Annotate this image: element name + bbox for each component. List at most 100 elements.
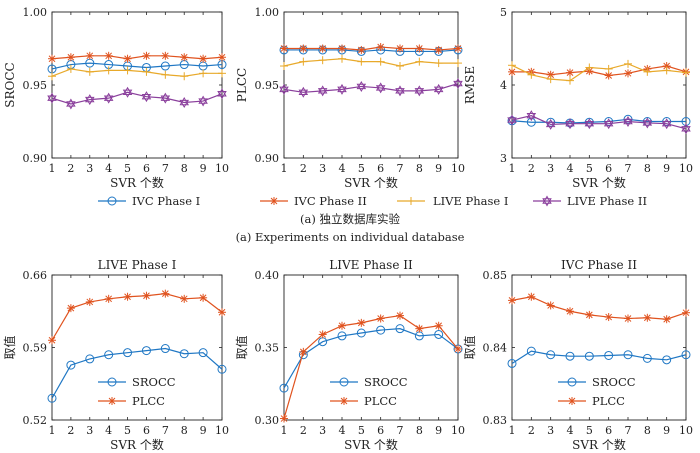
legend-marker-ivc-phase-1-symbol bbox=[107, 196, 117, 206]
data-point-live-phase-i bbox=[454, 59, 462, 68]
panel-title: LIVE Phase I bbox=[98, 258, 177, 272]
x-tick-label: 2 bbox=[67, 162, 74, 175]
data-point-plcc bbox=[142, 291, 151, 300]
data-point-srocc bbox=[546, 350, 556, 360]
x-tick-label: 7 bbox=[625, 162, 632, 175]
panel-title: LIVE Phase II bbox=[329, 258, 413, 272]
data-point-plcc bbox=[199, 293, 208, 302]
x-tick-label: 10 bbox=[451, 162, 465, 175]
data-point-ivc-phase-ii bbox=[338, 44, 346, 53]
x-tick-label: 8 bbox=[416, 162, 423, 175]
data-point-ivc-phase-ii bbox=[454, 44, 462, 53]
x-tick-label: 10 bbox=[451, 424, 465, 437]
x-tick-label: 6 bbox=[143, 424, 150, 437]
data-point-ivc-phase-ii bbox=[199, 54, 208, 63]
x-tick-label: 8 bbox=[181, 424, 188, 437]
x-axis-label: SVR 个数 bbox=[344, 175, 398, 190]
series-live-phase-ii bbox=[279, 78, 463, 98]
x-tick-label: 1 bbox=[509, 424, 516, 437]
data-point-plcc bbox=[434, 321, 443, 330]
data-point-ivc-phase-ii bbox=[376, 43, 385, 52]
data-point-plcc bbox=[585, 310, 594, 319]
series-line-live-phase-ii bbox=[51, 91, 223, 105]
data-point-plcc bbox=[48, 336, 56, 345]
data-point-live-phase-ii bbox=[337, 83, 347, 95]
series-live-phase-ii bbox=[47, 86, 227, 110]
data-point-plcc bbox=[104, 294, 113, 303]
chart-panel-2: 1 2 3 4 5 6 7 8 9 10 0.90 0.95 1.00 SVR 个数 PLCC bbox=[235, 6, 465, 190]
x-tick-label: 4 bbox=[339, 162, 346, 175]
data-point-srocc bbox=[198, 348, 208, 358]
data-point-ivc-phase-ii bbox=[299, 44, 308, 53]
series-live-phase-i bbox=[508, 59, 690, 85]
data-point-plcc bbox=[376, 314, 385, 323]
data-point-live-phase-i bbox=[104, 66, 113, 75]
data-point-live-phase-ii bbox=[279, 83, 289, 95]
series-plcc bbox=[280, 311, 462, 423]
data-point-live-phase-ii bbox=[103, 92, 114, 104]
x-tick-label: 4 bbox=[567, 424, 574, 437]
data-point-srocc bbox=[604, 350, 614, 360]
y-tick-label: 0.35 bbox=[255, 342, 280, 355]
data-point-srocc bbox=[565, 351, 575, 361]
x-tick-label: 10 bbox=[679, 424, 693, 437]
y-axis-label: RMSE bbox=[463, 66, 477, 104]
data-point-ivc-phase-ii bbox=[104, 51, 113, 60]
series-line-ivc-phase-i bbox=[284, 49, 459, 53]
data-point-live-phase-i bbox=[338, 54, 346, 63]
data-point-ivc-phase-ii bbox=[415, 44, 424, 53]
x-tick-label: 4 bbox=[339, 424, 346, 437]
legend-top: IVC Phase I IVC Phase II LIVE Phase I LI… bbox=[98, 194, 647, 208]
data-point-live-phase-ii bbox=[433, 83, 444, 95]
data-point-live-phase-ii bbox=[298, 86, 309, 98]
data-point-srocc bbox=[160, 344, 170, 354]
data-point-srocc bbox=[623, 350, 633, 360]
legend-marker-srocc bbox=[107, 377, 117, 387]
data-point-plcc bbox=[566, 307, 574, 316]
legend-label-plcc: PLCC bbox=[132, 394, 165, 408]
series-line-ivc-phase-ii bbox=[51, 55, 223, 60]
legend-marker-live-phase-2-symbol bbox=[542, 195, 552, 207]
y-tick-label: 0.83 bbox=[483, 414, 508, 427]
legend-marker-plcc bbox=[108, 397, 116, 405]
caption-a-en: (a) Experiments on individual database bbox=[236, 230, 465, 244]
data-point-ivc-phase-ii bbox=[434, 45, 443, 54]
data-point-live-phase-ii bbox=[453, 78, 463, 90]
legend-label-plcc: PLCC bbox=[364, 394, 397, 408]
y-tick-label: 3 bbox=[500, 152, 507, 165]
y-tick-label: 0.59 bbox=[23, 342, 48, 355]
data-point-srocc bbox=[179, 349, 189, 359]
x-axis-label: SVR 个数 bbox=[110, 175, 164, 190]
x-tick-label: 3 bbox=[319, 162, 326, 175]
data-point-live-phase-ii bbox=[623, 116, 633, 127]
data-point-live-phase-i bbox=[161, 70, 170, 79]
data-point-live-phase-ii bbox=[141, 91, 152, 103]
data-point-ivc-phase-ii bbox=[357, 45, 366, 54]
x-tick-label: 4 bbox=[105, 162, 112, 175]
legend-label-live-phase-1: LIVE Phase I bbox=[433, 194, 508, 208]
data-point-ivc-phase-ii bbox=[218, 53, 226, 62]
x-tick-label: 5 bbox=[358, 424, 365, 437]
x-tick-label: 7 bbox=[397, 162, 404, 175]
data-point-live-phase-i bbox=[199, 69, 208, 78]
data-point-live-phase-i bbox=[218, 69, 226, 78]
data-point-live-phase-i bbox=[624, 59, 632, 68]
data-point-srocc bbox=[662, 355, 672, 365]
data-point-plcc bbox=[624, 314, 632, 323]
x-tick-label: 5 bbox=[358, 162, 365, 175]
caption-a-zh: (a) 独立数据库实验 bbox=[300, 212, 400, 226]
series-live-phase-i bbox=[48, 64, 226, 81]
data-point-ivc-phase-i bbox=[160, 61, 170, 71]
data-point-live-phase-i bbox=[396, 62, 404, 71]
x-tick-label: 1 bbox=[281, 162, 288, 175]
data-point-srocc bbox=[337, 331, 347, 341]
y-tick-label: 0.90 bbox=[23, 152, 48, 165]
y-axis-label: PLCC bbox=[235, 68, 249, 102]
plot-frame bbox=[511, 11, 687, 159]
series-ivc-phase-ii bbox=[508, 62, 690, 80]
data-point-live-phase-i bbox=[566, 76, 574, 85]
x-tick-label: 2 bbox=[300, 424, 307, 437]
chart-panel-6: 1 2 3 4 5 6 7 8 9 10 0.83 0.84 0.85 SVR 个数 取值 IVC Phase… bbox=[462, 258, 693, 452]
x-tick-label: 2 bbox=[528, 424, 535, 437]
